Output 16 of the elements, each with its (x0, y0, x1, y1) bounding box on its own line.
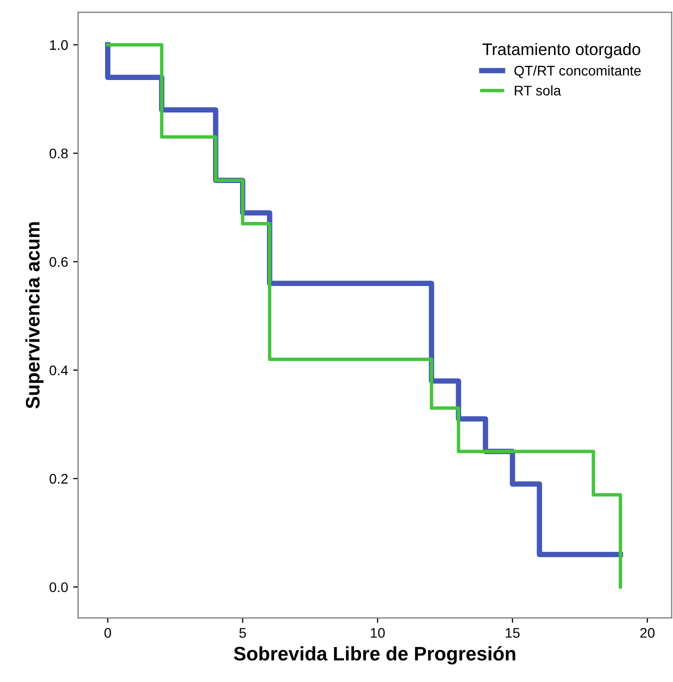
y-axis-title: Supervivencia acum (25, 222, 44, 409)
x-tick-label: 15 (506, 628, 520, 638)
y-tick-label: 0.2 (50, 474, 68, 484)
y-tick-label: 0.0 (50, 582, 68, 592)
legend-title: Tratamiento otorgado (482, 42, 640, 58)
y-tick-label: 1.0 (50, 40, 68, 50)
y-tick-label: 0.6 (50, 257, 68, 267)
legend-label: RT sola (514, 85, 562, 96)
y-tick-label: 0.8 (50, 148, 68, 158)
x-tick-label: 10 (370, 628, 385, 638)
x-axis-title: Sobrevida Libre de Progresión (234, 646, 516, 664)
x-tick-label: 0 (104, 628, 112, 638)
y-tick-label: 0.4 (50, 365, 68, 376)
x-tick-label: 5 (239, 628, 246, 638)
legend-label: QT/RT concomitante (514, 65, 641, 78)
x-tick-label: 20 (640, 628, 655, 638)
